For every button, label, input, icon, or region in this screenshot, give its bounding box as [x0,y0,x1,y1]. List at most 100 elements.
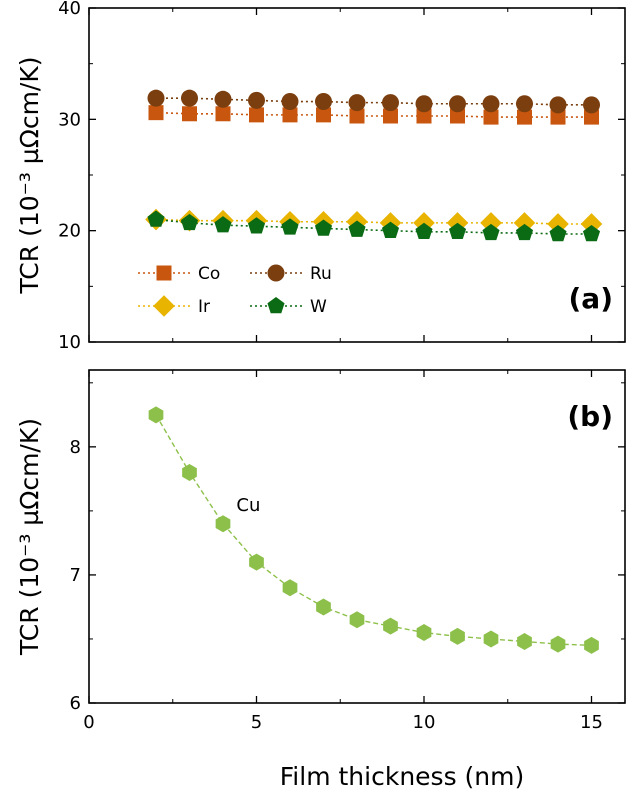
x-tick-label: 15 [580,712,603,733]
y-axis-title: TCR (10⁻³ µΩcm/K) [15,418,44,656]
data-point [348,220,366,237]
y-axis-title: TCR (10⁻³ µΩcm/K) [15,57,44,295]
data-point [247,217,266,234]
data-point [584,109,599,125]
data-point [314,219,333,236]
data-point [584,636,599,654]
data-point [383,108,398,124]
data-point [316,107,331,123]
data-point [249,553,264,571]
legend-marker [267,297,285,314]
data-point [349,108,365,124]
data-point [448,222,467,240]
data-point [513,212,536,234]
data-point [214,216,232,233]
series-ir [145,208,603,235]
data-point [214,90,232,108]
series-w [147,210,601,242]
data-point [383,617,398,635]
x-tick-label: 0 [83,712,94,733]
data-point [281,93,299,111]
data-point [249,107,264,123]
data-point [580,213,603,235]
panel-label: (a) [569,282,614,315]
data-point [282,579,298,597]
legend-label: Ru [310,264,332,284]
y-tick-label: 8 [70,437,81,458]
data-point [547,213,569,235]
data-point [549,225,567,242]
plot-frame [88,7,626,343]
panel-label: (b) [567,400,613,433]
legend-label: W [310,297,327,317]
data-point [550,109,566,125]
data-point [382,94,399,112]
series-label-cu: Cu [236,495,260,516]
legend-item-co: Co [138,264,220,284]
data-point [248,91,265,109]
series-ru [147,89,600,114]
legend-marker [153,295,175,317]
data-point [381,221,400,238]
data-point [450,108,465,124]
y-tick-label: 10 [58,332,81,353]
data-point [215,106,231,122]
data-point [180,213,199,231]
data-point [348,94,366,112]
data-point [516,95,533,113]
data-point [349,611,365,629]
data-point [416,624,432,642]
panel-a: 10 20 30 40 TCR (10⁻³ µΩcm/K) (a) Co Ru Ir W [15,0,626,353]
data-point [315,93,332,111]
legend-item-ir: Ir [138,295,210,317]
series-cu [148,406,599,654]
data-point [182,463,197,481]
data-point [449,95,466,113]
data-point [415,222,433,240]
data-point [147,210,165,227]
plot-frame [88,369,626,704]
legend-marker [156,265,172,281]
data-point [281,218,299,235]
legend-item-w: W [250,297,327,317]
x-tick-label: 10 [413,712,436,733]
y-tick-label: 7 [70,565,81,586]
data-point [482,95,500,113]
legend-label: Ir [198,297,210,317]
legend-marker [267,264,285,282]
y-tick-label: 6 [70,693,81,714]
data-point [550,635,566,653]
x-tick-label: 5 [251,712,262,733]
data-point [549,96,567,114]
data-point [148,406,164,424]
data-point [181,89,198,107]
data-point [483,630,499,648]
data-point [282,107,298,123]
legend-label: Co [198,264,220,284]
data-point [482,223,500,241]
data-point [415,95,433,113]
data-point [450,627,465,645]
panel-b: 0 5 10 15 6 7 8 TCR (10⁻³ µΩcm/K) Film thickness… [15,369,626,791]
data-point [515,223,534,241]
legend: Co Ru Ir W [138,264,332,317]
data-point [483,109,499,125]
y-tick-label: 30 [58,109,81,130]
data-point [215,515,231,533]
data-point [416,108,432,124]
data-point [182,106,197,122]
data-point [148,105,164,121]
data-point [147,89,165,107]
data-point [583,96,600,114]
data-point [517,109,532,125]
x-axis-title: Film thickness (nm) [280,762,525,791]
y-tick-label: 20 [58,221,81,242]
legend-item-ru: Ru [250,264,332,284]
data-point [316,598,331,616]
data-point [480,212,502,234]
y-tick-label: 40 [58,0,81,19]
data-point [517,633,532,651]
series-co [148,105,599,125]
data-point [582,225,601,242]
